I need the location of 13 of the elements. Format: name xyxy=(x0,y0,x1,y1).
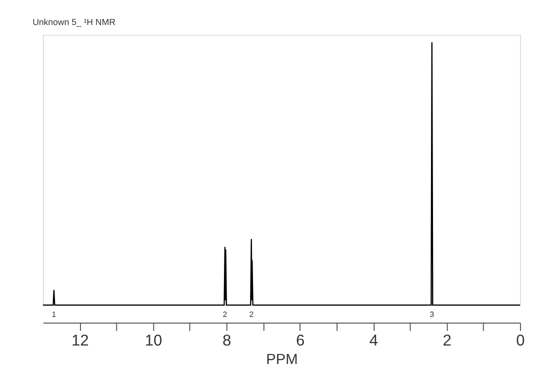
text: 2 xyxy=(222,310,228,319)
chart-title: Unknown 5_ ¹H NMR xyxy=(32,17,116,28)
x-tick-label: 6 xyxy=(296,332,305,350)
x-tick-label: 10 xyxy=(144,332,162,350)
x-tick-label: 4 xyxy=(369,332,378,350)
x-axis-title: PPM xyxy=(266,352,298,368)
text: 1 xyxy=(52,310,56,319)
x-tick-label: 12 xyxy=(71,332,89,350)
x-tick-label: 0 xyxy=(516,332,526,350)
x-tick-label: 2 xyxy=(442,332,452,350)
text: 3 xyxy=(430,310,434,319)
x-tick-label: 8 xyxy=(222,332,232,350)
text: 2 xyxy=(249,310,254,319)
